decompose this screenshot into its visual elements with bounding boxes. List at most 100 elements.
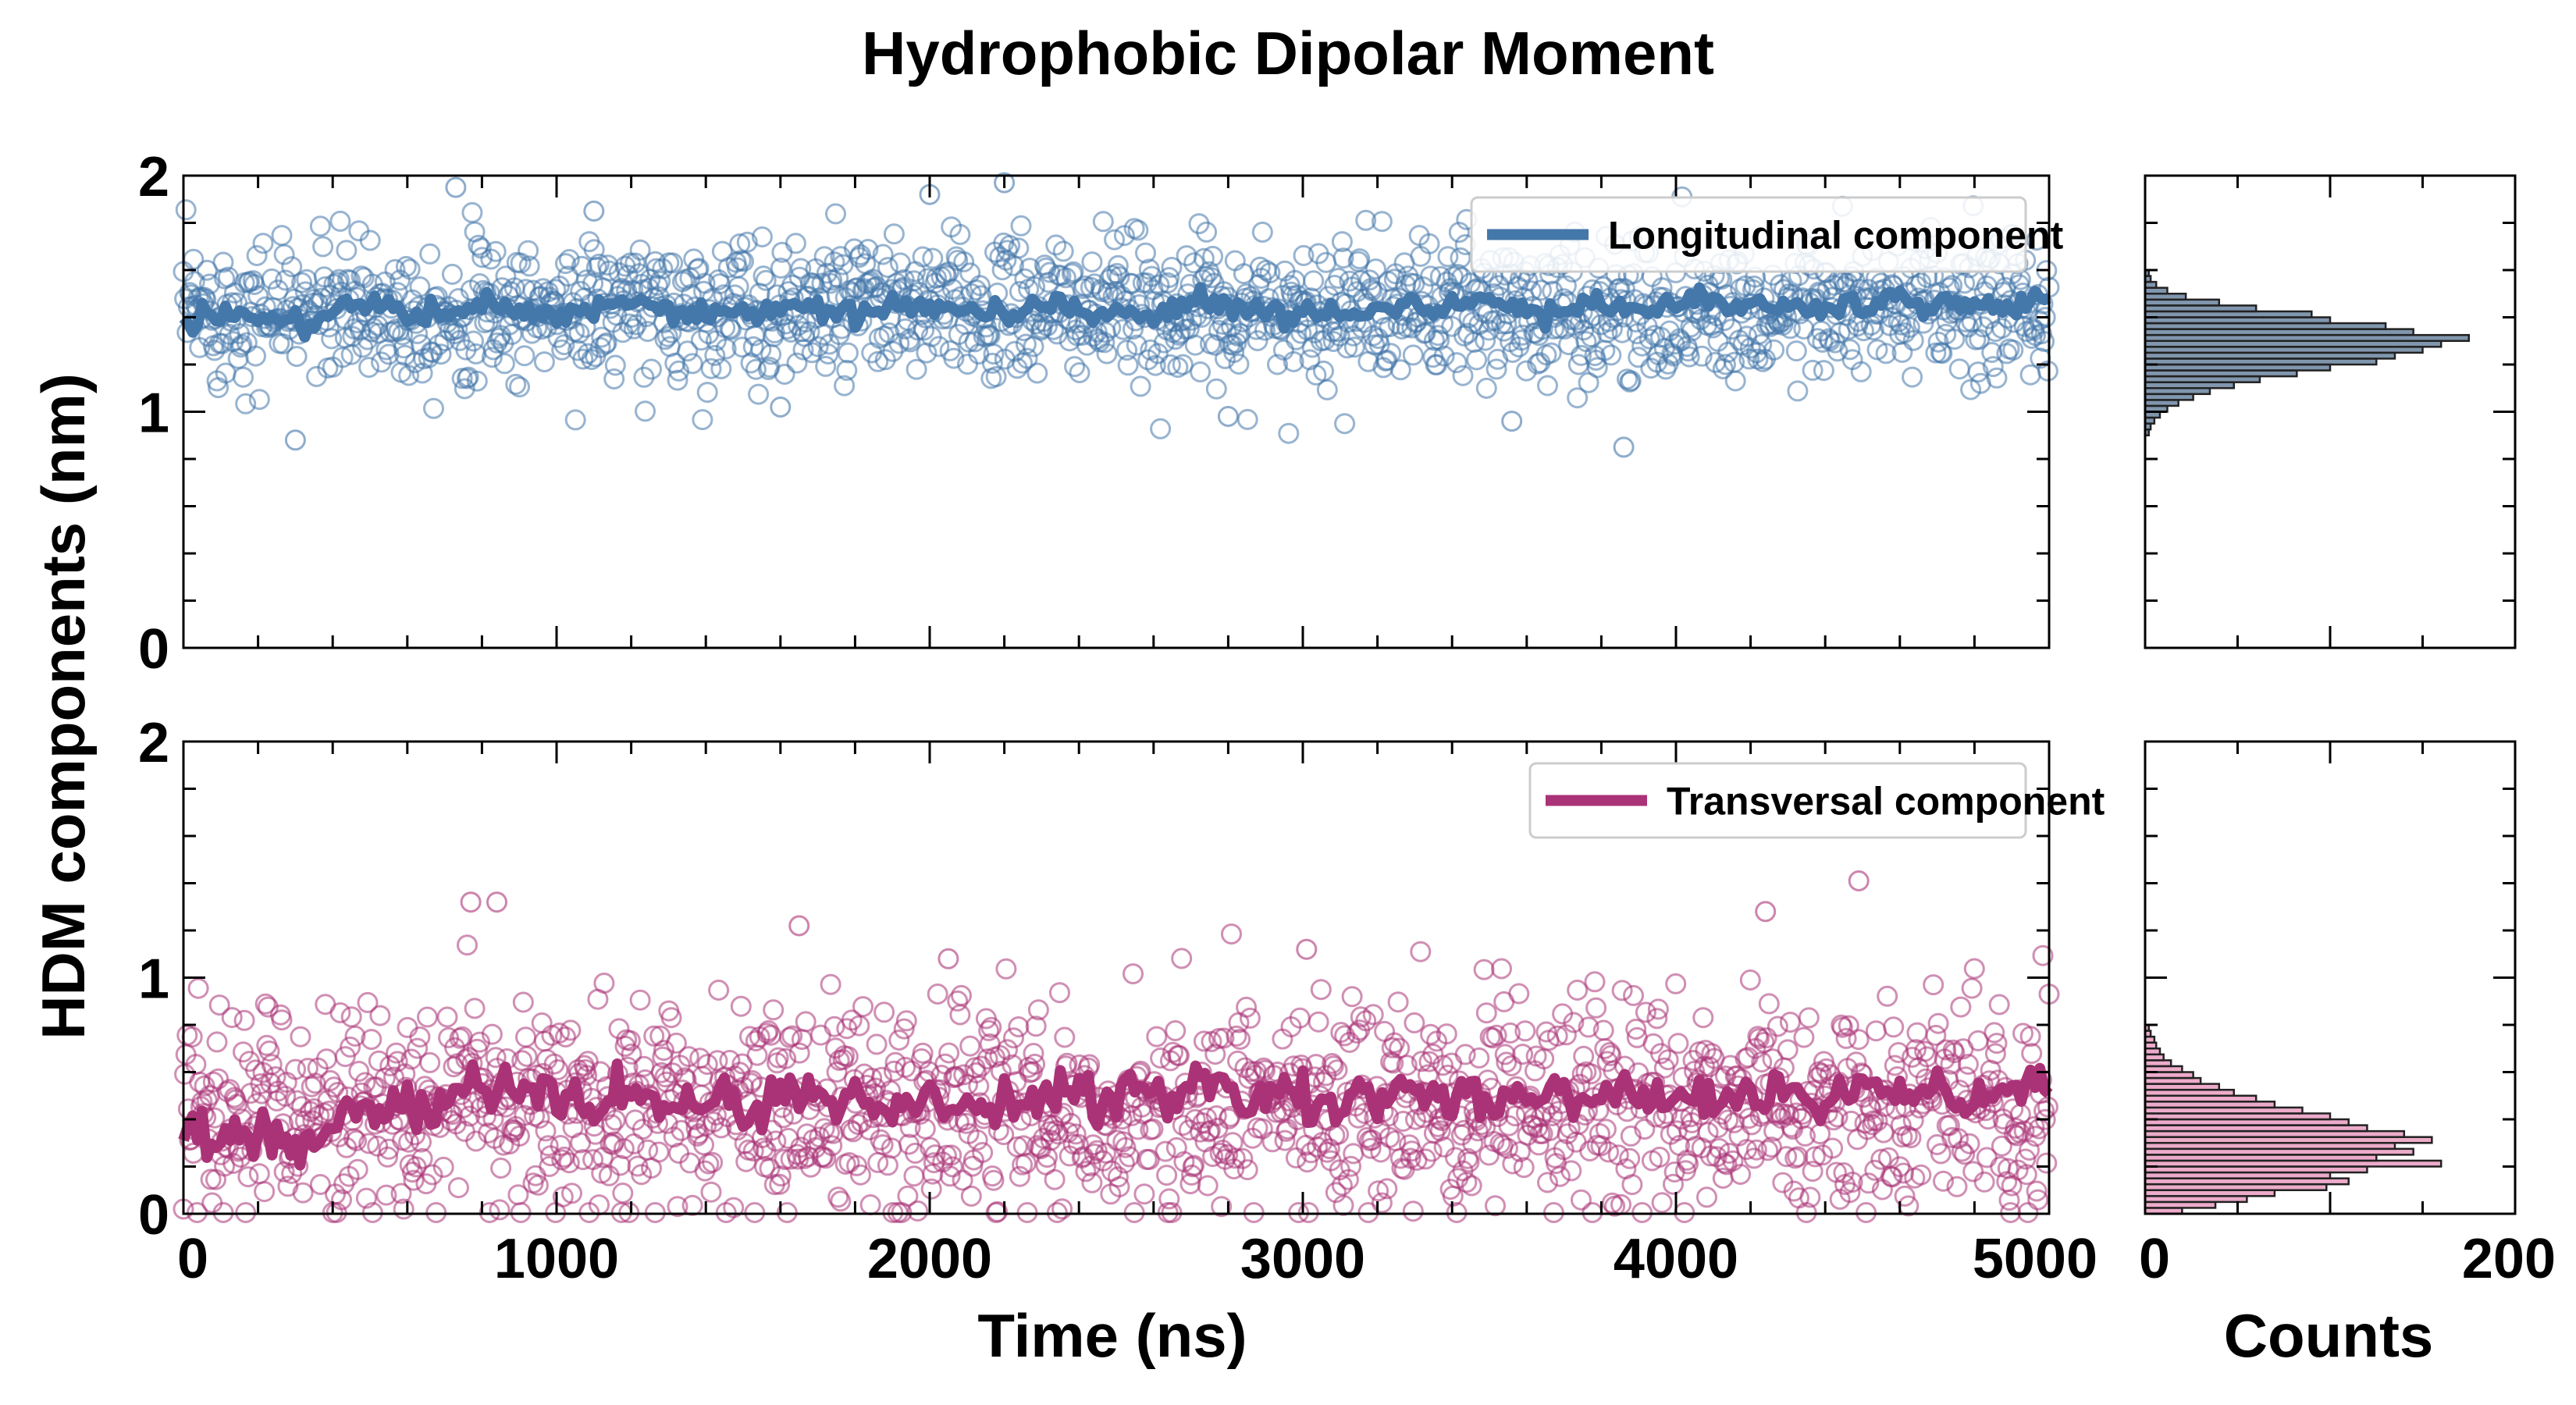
scatter-point [914,1118,936,1140]
scatter-point [1835,1027,1857,1049]
scatter-point [2026,229,2048,251]
scatter-point [1226,1025,1247,1047]
scatter-point [815,1147,837,1169]
scatter-point [1155,1140,1176,1162]
scatter-point [1150,418,1172,439]
scatter-point [790,258,812,279]
scatter-point [281,1162,303,1184]
scatter-point [1954,272,1976,294]
scatter-point [1010,215,1032,237]
scatter-point [1758,993,1780,1015]
scatter-point [1228,354,1250,375]
scatter-point [907,319,929,341]
scatter-point [1795,1125,1816,1147]
scatter-point [970,285,992,307]
scatter-point [621,1043,642,1065]
legend-label: Longitudinal component [1608,214,2064,258]
scatter-point [981,352,1003,374]
scatter-point [272,333,294,354]
scatter-point [583,200,605,222]
scatter-point [1172,354,1194,375]
scatter-point [1278,422,1300,444]
scatter-point [748,383,770,405]
scatter-point [1229,322,1251,344]
scatter-point [859,1194,881,1215]
scatter-point [485,1047,507,1069]
scatter-point [1635,1001,1656,1023]
scatter-point [1935,1039,1957,1061]
scatter-point [199,273,220,295]
scatter-point [417,1006,438,1028]
scatter-point [1259,262,1281,284]
scatter-point [745,1030,767,1051]
scatter-point [770,1165,792,1187]
scatter-point [1410,245,1432,267]
scatter-point [1347,1107,1369,1129]
scatter-point [358,357,380,379]
y-axis-label: HDM components (nm) [29,373,98,1040]
scatter-point [344,1025,366,1047]
scatter-point [1387,991,1409,1013]
scatter-point [1813,360,1834,382]
scatter-point [1598,1141,1620,1163]
scatter-point [511,1050,533,1072]
scatter-point [1508,983,1530,1005]
scatter-point [637,321,659,343]
scatter-point [779,1026,800,1048]
scatter-point [1883,1016,1905,1038]
scatter-point [827,267,849,289]
scatter-point [1752,350,1774,372]
scatter-point [1223,342,1245,364]
scatter-point [301,1076,322,1097]
scatter-point [619,1030,641,1051]
scatter-point [1982,356,2004,378]
scatter-point [773,1107,794,1129]
scatter-point [369,1005,391,1026]
scatter-point [1787,1146,1809,1168]
scatter-point [872,1134,894,1156]
scatter-point [423,397,444,419]
scatter-point [1667,1033,1689,1055]
scatter-point [596,332,617,354]
scatter-point [285,1058,306,1080]
scatter-point [2016,1164,2037,1186]
scatter-point [1691,345,1713,367]
scatter-point [861,1067,883,1089]
scatter-point [1009,1165,1030,1187]
scatter-point [296,269,318,290]
scatter-point [1478,1144,1500,1166]
scatter-point [478,1122,500,1144]
scatter-point [1389,359,1411,381]
scatter-point [561,1183,582,1204]
scatter-point [1665,973,1687,994]
scatter-point [830,1190,852,1212]
scatter-point [1496,1051,1517,1073]
scatter-point [432,1156,454,1178]
scatter-point [233,1009,255,1031]
scatter-point [368,1050,390,1072]
scatter-point [1553,1139,1574,1161]
scatter-point [518,240,539,261]
scatter-point [1893,1162,1914,1184]
scatter-point [1026,362,1048,384]
scatter-point [1967,361,1989,383]
scatter-point [1015,1152,1037,1174]
scatter-point [883,223,905,245]
scatter-point [1052,240,1074,262]
scatter-point [509,1125,530,1147]
scatter-point [667,1196,688,1218]
scatter-point [303,289,325,311]
scatter-point [1651,1192,1673,1214]
scatter-point [1757,1140,1779,1161]
scatter-point [629,989,651,1011]
scatter-point [995,958,1017,980]
scatter-point [786,352,808,374]
scatter-point [1165,1136,1187,1158]
scatter-point [1226,332,1247,354]
y-tick-label: 2 [138,146,169,208]
scatter-point [1724,370,1746,392]
scatter-point [1902,1110,1924,1131]
scatter-point [1069,362,1091,383]
scatter-point [286,346,308,368]
